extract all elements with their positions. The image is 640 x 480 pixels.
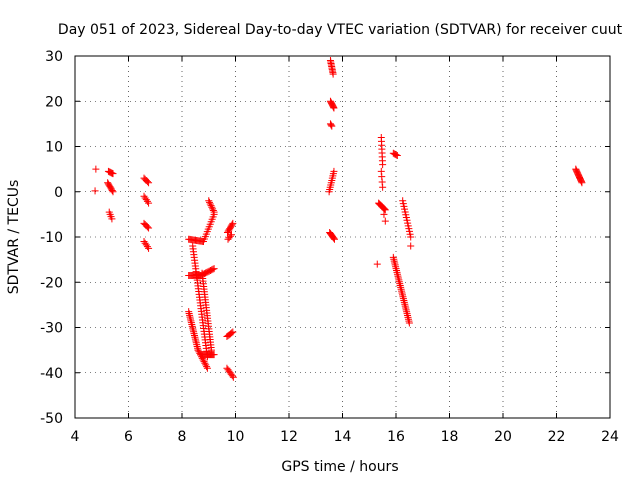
y-axis-label: SDTVAR / TECUs bbox=[6, 180, 22, 295]
data-point bbox=[206, 198, 214, 206]
data-point bbox=[330, 234, 338, 242]
data-point bbox=[379, 161, 387, 169]
x-tick-label: 20 bbox=[494, 429, 512, 445]
x-tick-label: 8 bbox=[178, 429, 187, 445]
data-point bbox=[380, 204, 388, 212]
x-axis-label: GPS time / hours bbox=[281, 459, 398, 475]
data-point bbox=[203, 364, 211, 372]
data-point bbox=[381, 217, 389, 225]
y-tick-label: 30 bbox=[45, 49, 63, 65]
x-tick-label: 14 bbox=[334, 429, 352, 445]
data-point bbox=[209, 205, 217, 213]
data-point bbox=[407, 242, 415, 250]
data-point bbox=[381, 206, 389, 214]
data-point bbox=[393, 152, 401, 160]
data-point bbox=[227, 231, 235, 239]
data-point bbox=[194, 346, 202, 354]
x-tick-label: 22 bbox=[548, 429, 566, 445]
x-tick-label: 6 bbox=[124, 429, 133, 445]
data-point bbox=[330, 235, 338, 243]
data-point bbox=[407, 233, 415, 241]
grid-layer bbox=[75, 56, 610, 418]
y-tick-label: -30 bbox=[40, 321, 63, 337]
y-tick-label: -10 bbox=[40, 230, 63, 246]
tick-layer: 4 6 8 10 12 14 16 18 20 22 24 -50 -40 -30 -20 -10 0 10 20 3… bbox=[40, 49, 619, 445]
data-point bbox=[330, 167, 338, 175]
data-point bbox=[328, 122, 336, 130]
data-point bbox=[330, 104, 338, 112]
y-tick-label: -40 bbox=[40, 366, 63, 382]
data-point bbox=[229, 219, 237, 227]
data-point bbox=[206, 200, 214, 208]
data-point bbox=[327, 121, 335, 129]
data-point bbox=[373, 260, 381, 268]
data-point bbox=[392, 151, 400, 159]
y-tick-label: 20 bbox=[45, 94, 63, 110]
y-tick-label: -50 bbox=[40, 411, 63, 427]
data-point bbox=[209, 265, 217, 273]
y-tick-label: 10 bbox=[45, 140, 63, 156]
data-point bbox=[201, 359, 209, 367]
x-tick-label: 4 bbox=[71, 429, 80, 445]
data-point bbox=[143, 223, 151, 231]
plot-frame bbox=[74, 55, 611, 419]
data-point bbox=[226, 232, 234, 240]
data-point bbox=[108, 215, 116, 223]
data-point bbox=[92, 165, 100, 173]
data-point bbox=[195, 348, 203, 356]
data-point bbox=[210, 351, 218, 359]
data-point bbox=[229, 328, 237, 336]
data-point bbox=[380, 210, 388, 218]
data-point bbox=[205, 197, 213, 205]
chart-title: Day 051 of 2023, Sidereal Day-to-day VTE… bbox=[58, 22, 623, 38]
data-point bbox=[329, 70, 337, 78]
data-point bbox=[228, 221, 236, 229]
data-point bbox=[200, 358, 208, 366]
data-points bbox=[91, 57, 586, 381]
data-point bbox=[145, 199, 153, 207]
x-tick-label: 12 bbox=[280, 429, 298, 445]
data-point bbox=[108, 186, 116, 194]
data-point bbox=[228, 372, 236, 380]
y-tick-label: -20 bbox=[40, 275, 63, 291]
data-point bbox=[209, 206, 217, 214]
x-tick-label: 16 bbox=[387, 429, 405, 445]
data-point bbox=[210, 265, 218, 273]
data-point bbox=[208, 203, 216, 211]
data-point bbox=[145, 224, 153, 232]
data-point bbox=[203, 363, 211, 371]
data-point bbox=[228, 329, 236, 337]
data-point bbox=[210, 208, 218, 216]
data-point bbox=[143, 178, 151, 186]
data-point bbox=[381, 205, 389, 213]
data-point bbox=[109, 170, 117, 178]
data-point bbox=[207, 202, 215, 210]
data-point bbox=[379, 183, 387, 191]
x-tick-label: 18 bbox=[441, 429, 459, 445]
data-point bbox=[145, 244, 153, 252]
y-tick-label: 0 bbox=[54, 185, 63, 201]
data-point bbox=[143, 243, 151, 251]
data-point bbox=[91, 187, 99, 195]
data-point bbox=[578, 179, 586, 187]
data-point bbox=[145, 179, 153, 187]
data-point bbox=[405, 319, 413, 327]
data-point bbox=[109, 188, 117, 196]
x-tick-label: 10 bbox=[227, 429, 245, 445]
x-tick-label: 24 bbox=[601, 429, 619, 445]
data-point bbox=[229, 373, 237, 381]
data-point bbox=[143, 197, 151, 205]
data-point bbox=[202, 361, 210, 369]
